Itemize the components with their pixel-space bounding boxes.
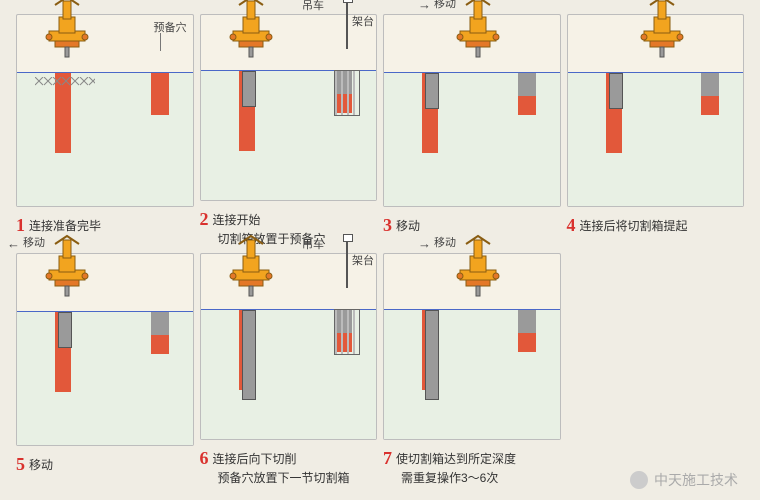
step-6: 吊车架台 6 连接后向下切削预备穴放置下一节切割箱 (200, 253, 378, 486)
drilling-machine (448, 0, 508, 51)
step-title: 连接后将切割箱提起 (580, 219, 688, 233)
step-title: 连接后向下切削 (213, 452, 297, 466)
ground (568, 72, 744, 206)
frame-label: 架台 (352, 252, 374, 268)
panel: →移动 (383, 14, 561, 207)
step-title: 使切割箱达到所定深度 (396, 452, 516, 466)
ground (17, 311, 193, 445)
panel: ←移动 (16, 253, 194, 446)
step-2: 吊车架台2连接开始切割箱放置于预备穴 (200, 14, 378, 247)
ground (384, 309, 560, 438)
prep-hole-label: 预备穴 (154, 19, 187, 35)
crane-line (346, 1, 348, 49)
move-arrow: → (418, 0, 431, 12)
caption: 4 连接后将切割箱提起 (567, 213, 745, 247)
step-title: 移动 (396, 219, 420, 233)
step-3: →移动 3 移动 (383, 14, 561, 247)
step-4: 4 连接后将切割箱提起 (567, 14, 745, 247)
panel: 吊车架台 (200, 14, 378, 201)
panel: 吊车架台 (200, 253, 378, 440)
cutting-box-pile (242, 71, 256, 107)
panel: 预备穴 (16, 14, 194, 207)
step-title: 移动 (29, 458, 53, 472)
prep-hole (701, 73, 719, 115)
step-grid: 预备穴1连接准备完毕吊车架台2连接开始切割箱放置于预备穴→移动3移动4连接后将切… (0, 0, 760, 500)
ground-hatch (35, 74, 95, 84)
step-5: ←移动 5 移动 (16, 253, 194, 486)
prep-hole (151, 73, 169, 115)
prep-hole-pointer (160, 33, 161, 51)
prep-hole (518, 73, 536, 115)
cutting-box-pile (58, 312, 72, 348)
caption: 6 连接后向下切削预备穴放置下一节切割箱 (200, 446, 378, 486)
prep-hole (518, 310, 536, 352)
caption: 5 移动 (16, 452, 194, 486)
watermark: 中天施工技术 (630, 470, 738, 490)
panel (567, 14, 745, 207)
caption: 7 使切割箱达到所定深度需重复操作3～6次 (383, 446, 561, 486)
panel: →移动 (383, 253, 561, 440)
crane-line (346, 240, 348, 288)
watermark-text: 中天施工技术 (654, 470, 738, 490)
step-number: 4 (567, 215, 576, 235)
drilling-machine (632, 0, 692, 51)
crane-label: 吊车 (302, 0, 324, 13)
ground (384, 72, 560, 206)
wechat-icon (630, 471, 648, 489)
step-1: 预备穴1连接准备完毕 (16, 14, 194, 247)
frame-label: 架台 (352, 13, 374, 29)
step-sub: 需重复操作3～6次 (401, 471, 498, 485)
prep-hole (151, 312, 169, 354)
step-title: 连接开始 (213, 213, 261, 227)
cutting-box-pile (425, 73, 439, 109)
cutting-box-pile (609, 73, 623, 109)
cutting-box-pile (425, 310, 439, 400)
step-7: →移动 7 使切割箱达到所定深度需重复操作3～6次 (383, 253, 561, 486)
drilling-machine (37, 0, 97, 51)
ground (17, 72, 193, 206)
frame-stand (334, 309, 360, 355)
step-number: 2 (200, 209, 209, 229)
step-number: 5 (16, 454, 25, 474)
drilling-machine (448, 230, 508, 290)
drilling-machine (37, 230, 97, 290)
step-number: 7 (383, 448, 392, 468)
drilling-machine (221, 230, 281, 290)
frame-stand (334, 70, 360, 116)
step-number: 1 (16, 215, 25, 235)
drilling-machine (221, 0, 281, 51)
step-number: 6 (200, 448, 209, 468)
cutting-box-pile (242, 310, 256, 400)
step-sub: 预备穴放置下一节切割箱 (218, 471, 350, 485)
step-number: 3 (383, 215, 392, 235)
